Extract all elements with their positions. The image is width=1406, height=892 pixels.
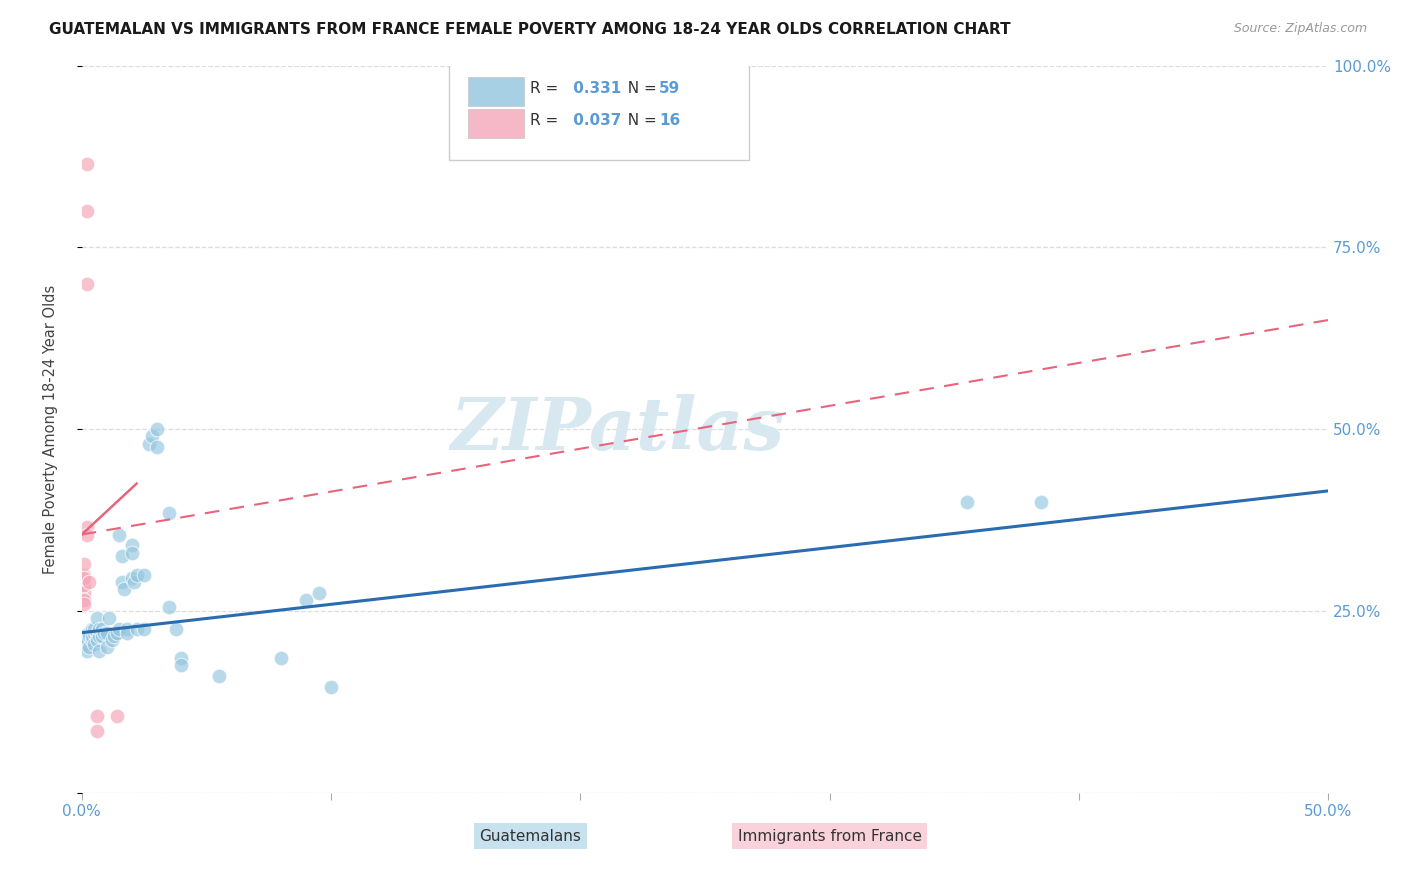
Point: [73, 567, 96, 582]
Point: [157, 506, 180, 520]
Point: [77, 625, 100, 640]
Point: [295, 593, 318, 607]
Point: [270, 651, 292, 665]
Point: [73, 585, 96, 599]
Point: [73, 571, 96, 585]
FancyBboxPatch shape: [468, 109, 524, 138]
Text: Immigrants from France: Immigrants from France: [738, 829, 921, 844]
FancyBboxPatch shape: [447, 824, 484, 848]
Point: [90, 629, 112, 643]
Point: [110, 549, 132, 564]
Point: [121, 546, 143, 560]
Text: GUATEMALAN VS IMMIGRANTS FROM FRANCE FEMALE POVERTY AMONG 18-24 YEAR OLDS CORREL: GUATEMALAN VS IMMIGRANTS FROM FRANCE FEM…: [49, 22, 1011, 37]
Text: N =: N =: [617, 113, 661, 128]
Text: R =: R =: [530, 113, 564, 128]
Point: [125, 567, 148, 582]
Point: [96, 625, 118, 640]
Point: [86, 632, 108, 647]
Point: [100, 632, 122, 647]
Point: [76, 527, 98, 541]
Point: [83, 622, 105, 636]
Point: [77, 574, 100, 589]
FancyBboxPatch shape: [468, 77, 524, 105]
Point: [77, 629, 100, 643]
Point: [83, 625, 105, 640]
Point: [166, 622, 188, 636]
Text: N =: N =: [617, 80, 661, 95]
Text: Guatemalans: Guatemalans: [479, 829, 581, 844]
Point: [110, 574, 132, 589]
Point: [145, 422, 167, 436]
Point: [73, 636, 96, 650]
Point: [115, 622, 138, 636]
Point: [76, 157, 98, 171]
Point: [89, 629, 111, 643]
Point: [145, 440, 167, 454]
Point: [122, 574, 145, 589]
Point: [121, 571, 143, 585]
Point: [80, 622, 103, 636]
Point: [73, 557, 96, 571]
Point: [108, 527, 131, 541]
Text: ZIPatlas: ZIPatlas: [451, 393, 785, 465]
Point: [90, 622, 112, 636]
Point: [93, 625, 115, 640]
Point: [132, 567, 155, 582]
Point: [121, 538, 143, 552]
Point: [89, 644, 111, 658]
Text: 59: 59: [659, 80, 681, 95]
Point: [73, 597, 96, 611]
Point: [157, 600, 180, 615]
Point: [76, 520, 98, 534]
Y-axis label: Female Poverty Among 18-24 Year Olds: Female Poverty Among 18-24 Year Olds: [44, 285, 58, 574]
Point: [86, 625, 108, 640]
Point: [77, 640, 100, 655]
Point: [956, 495, 979, 509]
Point: [208, 669, 231, 683]
Point: [76, 632, 98, 647]
Point: [83, 636, 105, 650]
Point: [73, 593, 96, 607]
Point: [80, 629, 103, 643]
Point: [86, 723, 108, 738]
Point: [105, 709, 128, 723]
Point: [103, 629, 125, 643]
Point: [170, 651, 193, 665]
Point: [73, 629, 96, 643]
Point: [96, 640, 118, 655]
Point: [105, 625, 128, 640]
Point: [80, 632, 103, 647]
Point: [141, 429, 163, 443]
Point: [76, 204, 98, 219]
FancyBboxPatch shape: [450, 62, 748, 160]
Point: [108, 622, 131, 636]
Point: [170, 658, 193, 673]
Point: [132, 622, 155, 636]
Text: 0.331: 0.331: [568, 80, 621, 95]
Point: [1031, 495, 1053, 509]
Point: [125, 622, 148, 636]
Point: [89, 622, 111, 636]
Point: [138, 436, 160, 450]
Point: [76, 277, 98, 291]
Point: [86, 709, 108, 723]
Text: Source: ZipAtlas.com: Source: ZipAtlas.com: [1233, 22, 1367, 36]
Text: R =: R =: [530, 80, 564, 95]
Text: 16: 16: [659, 113, 681, 128]
Point: [76, 644, 98, 658]
Text: 0.037: 0.037: [568, 113, 621, 128]
Point: [86, 611, 108, 625]
Point: [115, 625, 138, 640]
Point: [73, 578, 96, 592]
Point: [112, 582, 135, 596]
FancyBboxPatch shape: [734, 824, 769, 848]
Point: [98, 611, 121, 625]
Point: [319, 680, 342, 694]
Point: [308, 585, 330, 599]
